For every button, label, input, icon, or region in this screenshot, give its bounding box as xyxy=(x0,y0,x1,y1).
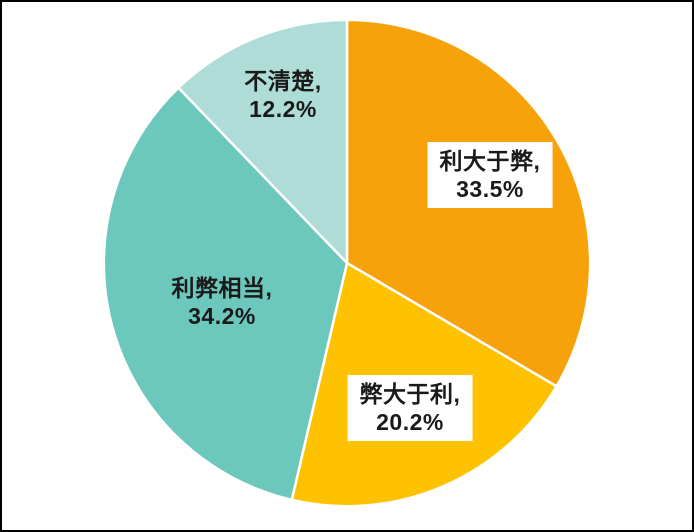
slice-label-value: 12.2% xyxy=(249,96,317,122)
slice-label-name: 利弊相当, xyxy=(171,275,273,301)
slice-label-value: 34.2% xyxy=(188,303,256,329)
slice-label-3: 利弊相当, 34.2% xyxy=(172,274,273,330)
slice-label-value: 20.2% xyxy=(376,409,444,435)
slice-label-name: 弊大于利, xyxy=(359,381,461,407)
slice-label-name: 利大于弊, xyxy=(439,148,541,174)
pie-slice-4 xyxy=(177,18,349,265)
slice-label-value: 33.5% xyxy=(456,176,524,202)
pie-slice-3 xyxy=(102,86,349,502)
slice-label-1: 利大于弊, 33.5% xyxy=(427,142,553,208)
slice-label-4: 不清楚, 12.2% xyxy=(244,67,321,123)
slice-label-name: 不清楚, xyxy=(244,68,322,94)
slice-label-2: 弊大于利, 20.2% xyxy=(347,375,473,441)
